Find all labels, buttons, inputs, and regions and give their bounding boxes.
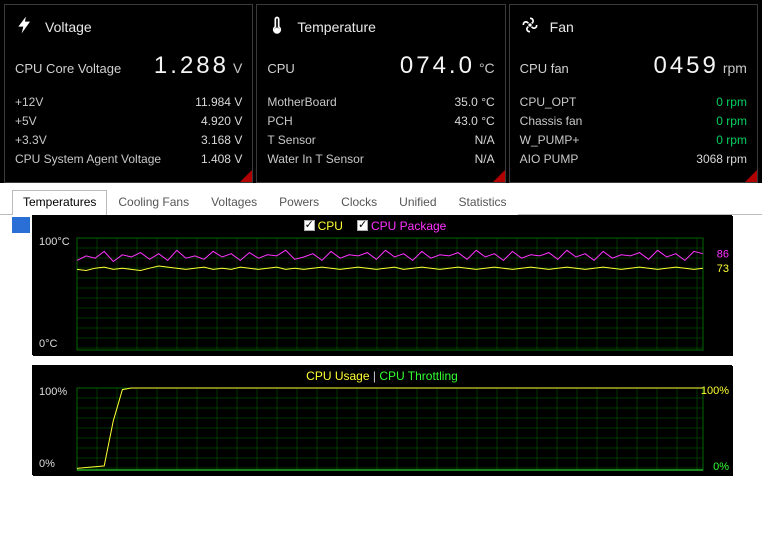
info-row-label: AIO PUMP: [520, 151, 579, 168]
info-row-value: 1.408 V: [201, 151, 242, 168]
info-row-label: Water In T Sensor: [267, 151, 364, 168]
svg-text:73: 73: [717, 263, 729, 275]
temperature-rows: MotherBoard35.0 °CPCH43.0 °CT SensorN/AW…: [267, 94, 494, 168]
voltage-header: Voltage: [15, 15, 242, 38]
info-row-value: 4.920 V: [201, 113, 242, 130]
voltage-rows: +12V 11.984 V +5V 4.920 V +3.3V 3.168 V CPU Sy…: [15, 94, 242, 168]
info-row-label: CPU System Agent Voltage: [15, 151, 161, 168]
info-row-value: 0 rpm: [716, 113, 747, 130]
checkbox-icon[interactable]: [304, 220, 315, 231]
svg-text:0%: 0%: [713, 461, 729, 473]
temperature-chart: CPU CPU Package 100°C 0°C 73 86: [32, 215, 732, 355]
tabs-bar: TemperaturesCooling FansVoltagesPowersCl…: [0, 183, 762, 215]
svg-text:100%: 100%: [701, 385, 729, 397]
chart-area: CPU CPU Package 100°C 0°C 73 86 CPU Usage …: [0, 215, 762, 485]
fan-title: Fan: [550, 19, 574, 35]
info-row-value: 35.0 °C: [455, 94, 495, 111]
info-row-label: Chassis fan: [520, 113, 583, 130]
info-row: T Sensor N/A: [267, 132, 494, 149]
bolt-icon: [15, 15, 35, 38]
temperature-primary: CPU 074.0°C: [267, 52, 494, 80]
info-row-label: MotherBoard: [267, 94, 336, 111]
info-row-value: N/A: [475, 151, 495, 168]
usage-chart-legend: CPU Usage | CPU Throttling: [33, 369, 731, 383]
info-row-label: CPU_OPT: [520, 94, 577, 111]
temp-y-bottom: 0°C: [39, 338, 57, 350]
fan-primary-label: CPU fan: [520, 61, 569, 76]
info-row: AIO PUMP 3068 rpm: [520, 151, 747, 168]
info-row: CPU System Agent Voltage 1.408 V: [15, 151, 242, 168]
info-row: W_PUMP+ 0 rpm: [520, 132, 747, 149]
fan-header: Fan: [520, 15, 747, 38]
info-row-value: N/A: [475, 132, 495, 149]
legend-item-cpu[interactable]: CPU: [304, 219, 343, 233]
temperature-primary-label: CPU: [267, 61, 294, 76]
fan-rows: CPU_OPT 0 rpm Chassis fan 0 rpm W_PUMP+ 0 rpm…: [520, 94, 747, 168]
info-row-value: 0 rpm: [716, 132, 747, 149]
info-row: Water In T Sensor N/A: [267, 151, 494, 168]
legend-item-cpu-package[interactable]: CPU Package: [357, 219, 446, 233]
temperature-card: Temperature CPU 074.0°C MotherBoard 35.0 …: [256, 4, 505, 183]
voltage-primary-label: CPU Core Voltage: [15, 61, 121, 76]
voltage-primary-value: 1.288V: [154, 52, 242, 80]
temperature-chart-legend: CPU CPU Package: [33, 219, 731, 233]
monitor-panel: TemperaturesCooling FansVoltagesPowersCl…: [0, 183, 762, 485]
fan-primary-value: 0459rpm: [653, 52, 747, 80]
legend-cpu-usage: CPU Usage: [306, 369, 369, 383]
charts-column: CPU CPU Package 100°C 0°C 73 86 CPU Usage …: [32, 215, 750, 475]
info-row-value: 3068 rpm: [696, 151, 747, 168]
info-row-label: +5V: [15, 113, 37, 130]
info-row-value: 3.168 V: [201, 132, 242, 149]
tab-unified[interactable]: Unified: [388, 190, 447, 215]
info-row: +3.3V 3.168 V: [15, 132, 242, 149]
usage-y-bottom: 0%: [39, 458, 55, 470]
tab-temperatures[interactable]: Temperatures: [12, 190, 107, 215]
info-row-label: +12V: [15, 94, 43, 111]
tab-powers[interactable]: Powers: [268, 190, 330, 215]
legend-cpu-throttling: CPU Throttling: [379, 369, 457, 383]
tab-voltages[interactable]: Voltages: [200, 190, 268, 215]
tab-statistics[interactable]: Statistics: [448, 190, 518, 215]
info-row: MotherBoard 35.0 °C: [267, 94, 494, 111]
legend-strip: [12, 215, 32, 475]
temperature-header: Temperature: [267, 15, 494, 38]
info-row-label: PCH: [267, 113, 292, 130]
checkbox-icon[interactable]: [357, 220, 368, 231]
usage-chart: CPU Usage | CPU Throttling 100% 0% 100% 0…: [32, 365, 732, 475]
fan-card: Fan CPU fan 0459rpm CPU_OPT0 rpmChassis …: [509, 4, 758, 183]
info-row-label: +3.3V: [15, 132, 47, 149]
info-row-value: 43.0 °C: [455, 113, 495, 130]
fan-icon: [520, 15, 540, 38]
info-row-label: W_PUMP+: [520, 132, 580, 149]
voltage-card: Voltage CPU Core Voltage 1.288V +12V 11.9…: [4, 4, 253, 183]
thermometer-icon: [267, 15, 287, 38]
info-row: +5V 4.920 V: [15, 113, 242, 130]
info-row: +12V 11.984 V: [15, 94, 242, 111]
info-row-label: T Sensor: [267, 132, 315, 149]
voltage-primary: CPU Core Voltage 1.288V: [15, 52, 242, 80]
info-row-value: 11.984 V: [195, 94, 242, 111]
svg-text:86: 86: [717, 249, 729, 261]
info-row: CPU_OPT 0 rpm: [520, 94, 747, 111]
tab-clocks[interactable]: Clocks: [330, 190, 388, 215]
temp-y-top: 100°C: [39, 236, 70, 248]
tab-cooling-fans[interactable]: Cooling Fans: [107, 190, 200, 215]
temperature-title: Temperature: [297, 19, 376, 35]
info-row: Chassis fan 0 rpm: [520, 113, 747, 130]
voltage-title: Voltage: [45, 19, 92, 35]
info-cards: Voltage CPU Core Voltage 1.288V +12V 11.9…: [0, 0, 762, 183]
temperature-primary-value: 074.0°C: [400, 52, 495, 80]
info-row-value: 0 rpm: [716, 94, 747, 111]
usage-y-top: 100%: [39, 386, 67, 398]
info-row: PCH 43.0 °C: [267, 113, 494, 130]
legend-chip[interactable]: [12, 217, 30, 233]
fan-primary: CPU fan 0459rpm: [520, 52, 747, 80]
